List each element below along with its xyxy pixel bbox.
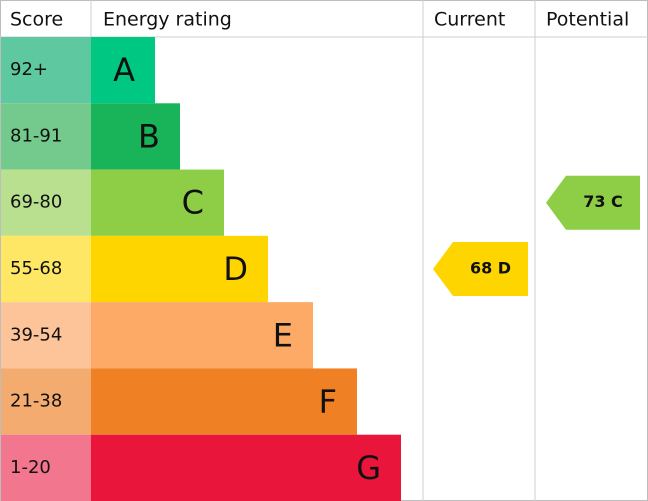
- score-label: 1-20: [10, 457, 51, 478]
- rating-letter: E: [273, 316, 293, 354]
- score-cell: [1, 302, 91, 369]
- rating-letter: F: [319, 383, 337, 421]
- rating-letter: A: [113, 51, 135, 89]
- score-label: 21-38: [10, 391, 62, 412]
- score-header: Score: [10, 9, 63, 31]
- current-arrow: [433, 242, 528, 296]
- score-label: 81-91: [10, 125, 62, 146]
- rating-bar: [91, 169, 224, 236]
- potential-arrow: [546, 175, 640, 230]
- score-cell: [1, 434, 91, 501]
- rating-bar: [91, 103, 180, 170]
- score-cell: [1, 37, 91, 104]
- score-cell: [1, 169, 91, 236]
- potential-label: 73 C: [583, 192, 623, 211]
- score-label: 69-80: [10, 192, 62, 213]
- rating-letter: C: [182, 184, 204, 222]
- rating-letter: D: [223, 250, 248, 288]
- score-cell: [1, 103, 91, 170]
- rating-bar: [91, 37, 155, 104]
- score-cell: [1, 235, 91, 303]
- rating-header: Energy rating: [103, 9, 232, 31]
- potential-header: Potential: [546, 9, 629, 31]
- rating-bar: [91, 235, 268, 303]
- rating-bar: [91, 434, 401, 501]
- rating-bar: [91, 368, 357, 435]
- current-header: Current: [434, 9, 505, 31]
- rating-letter: G: [356, 449, 381, 487]
- score-label: 55-68: [10, 258, 62, 279]
- score-label: 92+: [10, 59, 48, 80]
- rating-bar: [91, 302, 313, 369]
- rating-letter: B: [138, 117, 160, 155]
- score-label: 39-54: [10, 324, 62, 345]
- current-label: 68 D: [470, 259, 511, 278]
- score-cell: [1, 368, 91, 435]
